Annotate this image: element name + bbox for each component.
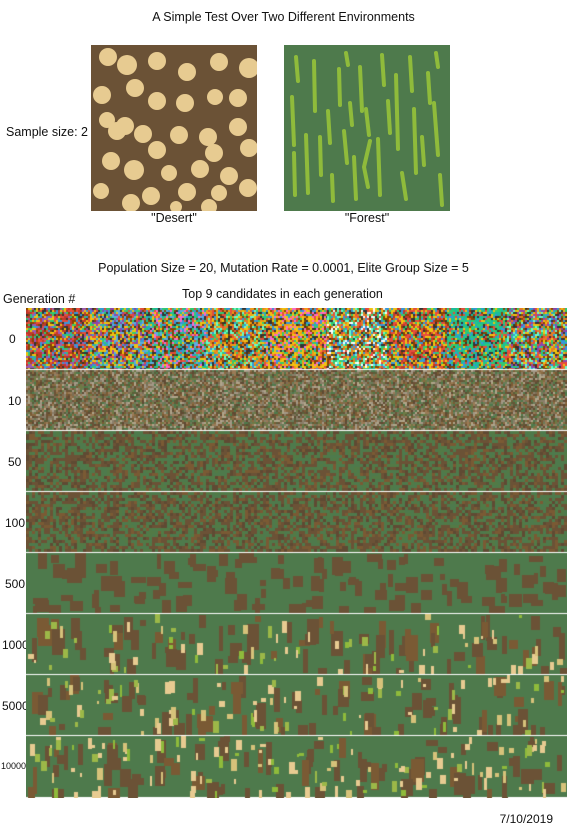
generation-label-10000: 10000 bbox=[1, 761, 27, 771]
forest-environment-swatch bbox=[284, 45, 450, 211]
generation-label-100: 100 bbox=[5, 515, 26, 530]
generation-label-500: 500 bbox=[5, 576, 26, 591]
generation-label-0: 0 bbox=[9, 331, 16, 346]
desert-pattern bbox=[91, 45, 257, 211]
generation-column-header: Generation # bbox=[3, 292, 76, 306]
generation-label-1000: 1000 bbox=[2, 637, 29, 652]
generation-label-5000: 5000 bbox=[2, 698, 29, 713]
desert-label: "Desert" bbox=[151, 211, 197, 225]
desert-environment-swatch bbox=[91, 45, 257, 211]
figure-title: A Simple Test Over Two Different Environ… bbox=[152, 10, 415, 24]
candidates-header: Top 9 candidates in each generation bbox=[182, 287, 383, 301]
forest-pattern bbox=[284, 45, 450, 211]
forest-label: "Forest" bbox=[344, 211, 390, 225]
generation-label-50: 50 bbox=[8, 454, 22, 469]
generation-label-10: 10 bbox=[8, 393, 22, 408]
sample-size-label: Sample size: 2 bbox=[6, 125, 88, 139]
candidate-pattern-grid bbox=[26, 308, 567, 798]
parameters-label: Population Size = 20, Mutation Rate = 0.… bbox=[98, 261, 469, 275]
date-label: 7/10/2019 bbox=[499, 812, 553, 826]
